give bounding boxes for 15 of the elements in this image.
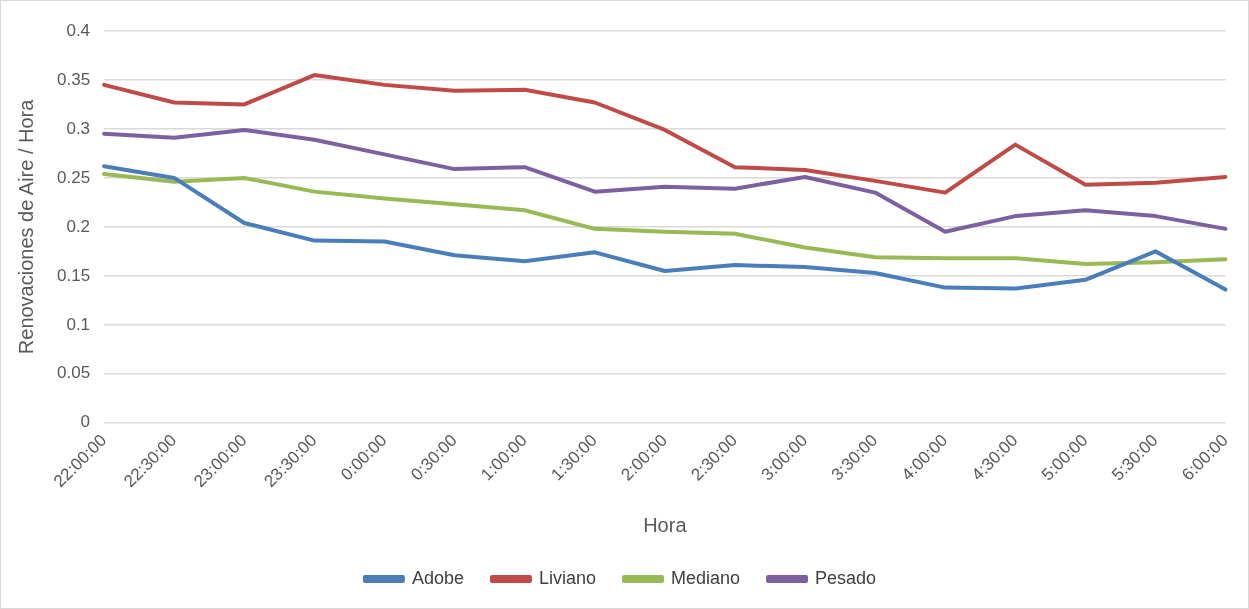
legend-label: Adobe bbox=[411, 567, 464, 588]
y-tick-label: 0.15 bbox=[56, 265, 91, 285]
legend-label: Mediano bbox=[671, 567, 741, 588]
y-tick-label: 0.3 bbox=[66, 118, 91, 138]
y-tick-label: 0.2 bbox=[66, 216, 91, 236]
y-tick-label: 0.05 bbox=[56, 363, 91, 383]
x-axis-title: Hora bbox=[643, 513, 688, 536]
y-tick-label: 0.4 bbox=[66, 20, 91, 40]
legend-label: Pesado bbox=[815, 567, 877, 588]
legend-label: Liviano bbox=[538, 567, 596, 588]
y-tick-label: 0.35 bbox=[56, 69, 91, 89]
y-tick-label: 0.25 bbox=[56, 167, 91, 187]
y-tick-label: 0.1 bbox=[66, 314, 91, 334]
y-tick-label: 0 bbox=[80, 412, 91, 432]
y-axis-title: Renovaciones de Aire / Hora bbox=[14, 98, 37, 355]
